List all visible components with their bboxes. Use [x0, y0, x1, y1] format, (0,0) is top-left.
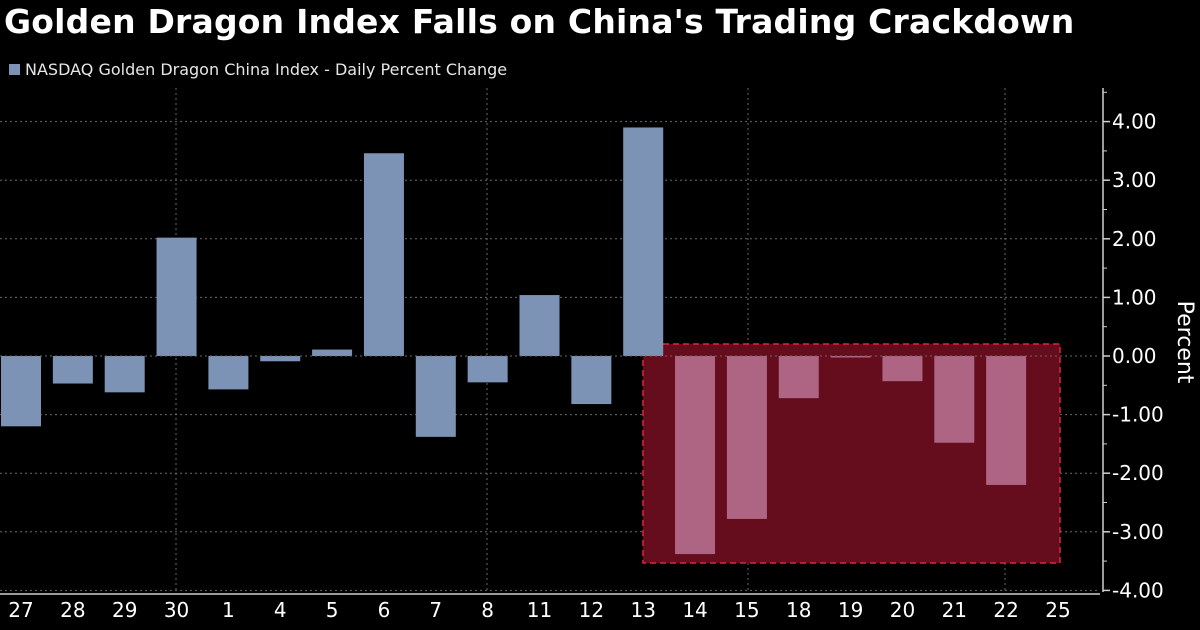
x-tick-label: 8 — [481, 598, 494, 622]
x-tick-label: 29 — [112, 598, 137, 622]
x-tick-label: 25 — [1045, 598, 1070, 622]
bar-6 — [363, 153, 404, 356]
x-tick-label: 11 — [527, 598, 552, 622]
y-tick-label: -4.00 — [1112, 578, 1164, 602]
y-tick-label: -1.00 — [1112, 403, 1164, 427]
bar-5 — [312, 349, 353, 356]
legend: NASDAQ Golden Dragon China Index - Daily… — [9, 60, 507, 79]
legend-label: NASDAQ Golden Dragon China Index - Daily… — [25, 60, 508, 79]
bar-1 — [208, 356, 249, 390]
x-tick-label: 5 — [326, 598, 339, 622]
bar-28 — [52, 356, 93, 384]
bar-22 — [986, 356, 1027, 485]
bars — [1, 127, 1027, 555]
bar-14 — [675, 356, 716, 555]
x-tick-label: 30 — [164, 598, 189, 622]
x-tick-label: 7 — [429, 598, 442, 622]
x-tick-label: 27 — [8, 598, 33, 622]
x-tick-label: 21 — [942, 598, 967, 622]
y-tick-label: -3.00 — [1112, 520, 1164, 544]
bar-13 — [623, 127, 664, 357]
bar-18 — [778, 356, 819, 399]
x-tick-label: 28 — [60, 598, 85, 622]
x-tick-label: 22 — [993, 598, 1018, 622]
bar-29 — [104, 356, 145, 393]
y-tick-label: 2.00 — [1112, 227, 1157, 251]
bar-7 — [415, 356, 456, 437]
x-tick-label: 15 — [734, 598, 759, 622]
x-tick-label: 1 — [222, 598, 235, 622]
y-tick-label: 3.00 — [1112, 168, 1157, 192]
bar-8 — [467, 356, 508, 383]
bar-11 — [519, 295, 560, 356]
bar-19 — [830, 356, 871, 358]
legend-swatch — [9, 64, 20, 75]
y-tick-label: 1.00 — [1112, 285, 1157, 309]
x-tick-label: 12 — [579, 598, 604, 622]
y-tick-label: -2.00 — [1112, 461, 1164, 485]
x-tick-label: 6 — [378, 598, 391, 622]
y-tick-label: 4.00 — [1112, 110, 1157, 134]
x-tick-label: 13 — [630, 598, 655, 622]
x-tick-label: 18 — [786, 598, 811, 622]
x-tick-label: 14 — [682, 598, 707, 622]
chart-title: Golden Dragon Index Falls on China's Tra… — [4, 2, 1075, 41]
bar-4 — [260, 356, 301, 362]
x-tick-label: 19 — [838, 598, 863, 622]
bar-15 — [726, 356, 767, 519]
bar-20 — [882, 356, 923, 382]
bar-30 — [156, 237, 197, 356]
bar-27 — [1, 356, 41, 427]
bar-12 — [571, 356, 612, 405]
x-tick-label: 4 — [274, 598, 287, 622]
y-tick-label: 0.00 — [1112, 344, 1157, 368]
x-tick-label: 20 — [890, 598, 915, 622]
bar-21 — [934, 356, 975, 443]
y-axis-label: Percent — [1172, 301, 1197, 384]
